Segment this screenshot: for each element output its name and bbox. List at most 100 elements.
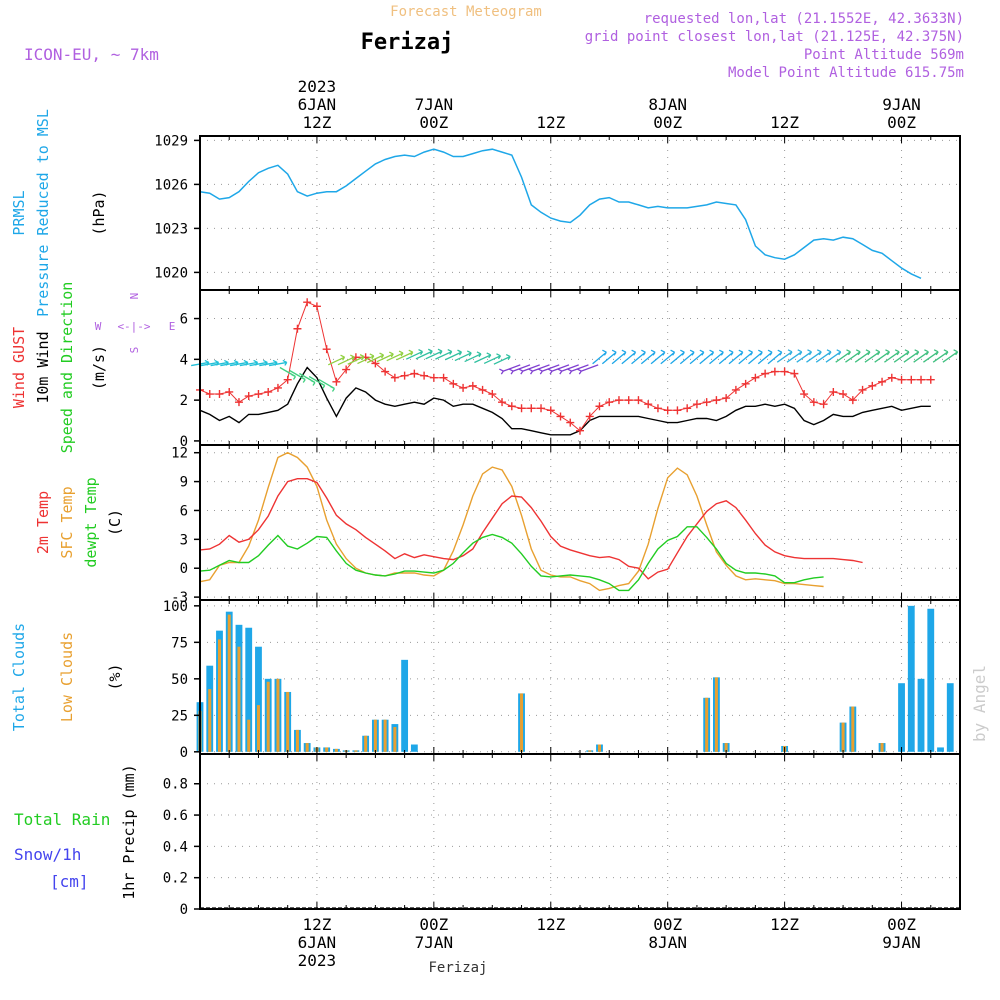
panel-side-label: 2m Temp: [34, 491, 52, 554]
gust-marker: [780, 367, 789, 376]
gust-marker: [420, 371, 429, 380]
total-cloud-bar: [946, 683, 954, 752]
wind-direction-arrow: [806, 349, 822, 363]
compass-east: E: [169, 320, 176, 333]
gust-marker: [566, 418, 575, 427]
gust-marker: [410, 369, 419, 378]
wind-direction-arrow: [709, 349, 724, 365]
low-cloud-bar: [880, 743, 884, 752]
wind-direction-arrow: [640, 349, 656, 365]
gust-marker: [614, 396, 623, 405]
wind-direction-arrow: [499, 364, 521, 375]
y-tick-label: 12: [171, 446, 188, 462]
wind-direction-arrow: [327, 354, 346, 366]
gust-marker: [556, 412, 565, 421]
panel-side-label: (m/s): [90, 345, 108, 390]
gust-marker: [390, 373, 399, 382]
wind-direction-arrow: [366, 352, 385, 364]
wind-direction-arrow: [738, 349, 754, 365]
wind-direction-arrow: [621, 349, 637, 365]
panel-side-label: Low Clouds: [58, 632, 76, 722]
wind-direction-arrow: [508, 364, 531, 375]
gust-marker: [449, 379, 458, 388]
panel-side-label: (%): [106, 663, 124, 690]
total-cloud-bar: [401, 659, 409, 752]
bottom-time-label: 9JAN: [882, 933, 921, 952]
y-tick-label: 0.4: [163, 839, 188, 855]
wind-direction-arrow: [699, 349, 715, 365]
low-cloud-bar: [354, 750, 358, 752]
panel-side-label: (hPa): [90, 190, 108, 235]
wind-direction-arrow: [835, 349, 851, 363]
gust-marker: [537, 404, 546, 413]
gust-marker: [488, 390, 497, 399]
wind-direction-arrow: [932, 349, 949, 363]
gust-marker: [712, 396, 721, 405]
wind-direction-arrow: [815, 349, 832, 363]
gust-marker: [644, 400, 653, 409]
wind-direction-arrow: [268, 359, 288, 367]
wind-direction-arrow: [884, 349, 900, 363]
compass-south: S: [128, 347, 141, 354]
wind-direction-arrow: [611, 349, 627, 365]
y-tick-label: 0: [180, 434, 188, 450]
wind-direction-arrow: [337, 354, 355, 366]
gust-marker: [332, 377, 341, 386]
gust-marker: [507, 402, 516, 411]
gust-marker: [225, 387, 234, 396]
wind-direction-arrow: [923, 349, 939, 363]
compass-arrow: <-|->: [117, 320, 150, 333]
low-cloud-bar: [276, 678, 280, 752]
gust-marker: [303, 298, 312, 307]
wind-direction-arrow: [547, 364, 570, 375]
wind-gust-line: [199, 301, 931, 432]
y-tick-label: 0.6: [163, 808, 188, 824]
total-cloud-bar: [937, 747, 944, 752]
low-cloud-bar: [217, 639, 221, 752]
low-cloud-bar: [227, 614, 231, 752]
wind-direction-arrow: [845, 349, 861, 363]
wind-direction-arrow: [396, 349, 414, 361]
gust-marker: [273, 383, 282, 392]
wind-direction-arrow: [299, 372, 316, 386]
wind-direction-arrow: [289, 369, 306, 383]
wind-direction-arrow: [650, 349, 666, 365]
y-tick-label: -3: [171, 590, 188, 606]
bottom-time-label: 00Z: [653, 915, 682, 934]
panel-side-label: PRMSL: [10, 190, 28, 235]
bottom-time-label: 00Z: [419, 915, 448, 934]
location-title: Ferizaj: [361, 30, 454, 55]
gust-marker: [322, 345, 331, 354]
top-time-label: 12Z: [302, 113, 331, 132]
gust-marker: [663, 406, 672, 415]
wind-direction-arrow: [308, 375, 326, 389]
low-cloud-bar: [237, 646, 241, 752]
wind-direction-arrow: [376, 351, 394, 363]
panel-side-label: dewpt Temp: [82, 477, 100, 567]
top-time-label: 12Z: [536, 113, 565, 132]
y-tick-label: 1023: [154, 221, 188, 237]
bottom-time-label: 12Z: [536, 915, 565, 934]
gust-marker: [283, 375, 292, 384]
bottom-time-label: 2023: [298, 951, 337, 970]
low-cloud-bar: [256, 705, 260, 752]
gust-marker: [741, 379, 750, 388]
gust-marker: [605, 398, 614, 407]
panel-side-label: SFC Temp: [58, 486, 76, 558]
compass-west: W: [95, 320, 102, 333]
wind-direction-arrow: [528, 364, 550, 375]
wind-direction-arrow: [728, 349, 744, 365]
y-tick-label: 0: [180, 745, 188, 761]
y-tick-label: 100: [163, 599, 188, 615]
wind-direction-arrow: [567, 364, 589, 375]
wind-direction-arrow: [357, 353, 375, 365]
low-cloud-bar: [393, 726, 397, 752]
gust-marker: [371, 359, 380, 368]
wind-direction-arrow: [825, 349, 842, 363]
wind-direction-arrow: [601, 349, 617, 365]
model-label: ICON-EU, ~ 7km: [24, 45, 159, 64]
wind-direction-arrow: [718, 349, 734, 365]
gust-marker: [926, 375, 935, 384]
gust-marker: [790, 369, 799, 378]
bottom-time-label: 6JAN: [298, 933, 337, 952]
